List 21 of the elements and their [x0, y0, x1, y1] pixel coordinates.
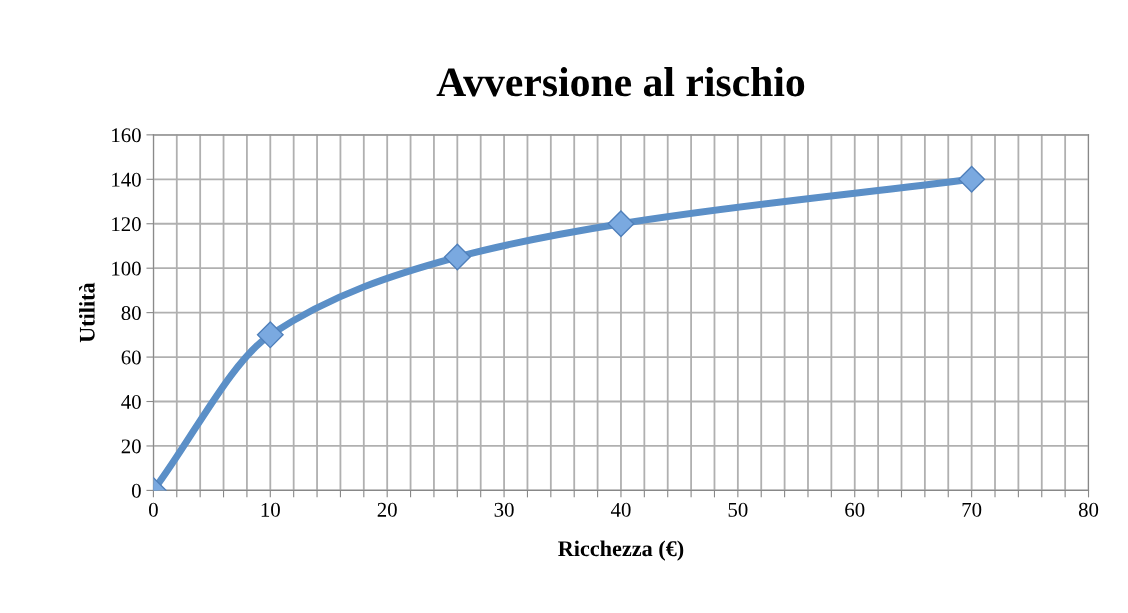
x-tick-label: 50 — [728, 502, 748, 517]
y-tick-label: 60 — [121, 350, 141, 365]
x-tick-label: 20 — [377, 502, 397, 517]
y-tick-label: 0 — [131, 483, 141, 498]
y-tick-label: 40 — [121, 394, 141, 409]
x-tick-label: 40 — [610, 502, 631, 517]
x-tick-label: 30 — [494, 502, 514, 517]
x-axis-title: Ricchezza (€) — [558, 540, 684, 561]
x-tick-label: 80 — [1078, 502, 1099, 517]
y-tick-label: 20 — [121, 439, 141, 454]
y-tick-label: 80 — [121, 306, 141, 321]
x-tick-label: 10 — [261, 502, 280, 517]
y-tick-label: 140 — [112, 172, 141, 187]
y-tick-label: 120 — [112, 217, 141, 232]
x-tick-label: 0 — [148, 502, 158, 517]
y-tick-label: 100 — [112, 261, 141, 276]
y-axis-title: Utilità — [79, 282, 95, 343]
x-tick-label: 60 — [845, 502, 865, 517]
chart-title: Avversione al rischio — [436, 67, 805, 97]
x-tick-label: 70 — [962, 502, 982, 517]
y-tick-label: 160 — [112, 128, 141, 143]
